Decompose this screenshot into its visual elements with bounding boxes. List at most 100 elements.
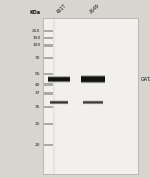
Bar bbox=[48, 76, 70, 78]
Text: 70: 70 bbox=[35, 56, 40, 60]
Bar bbox=[81, 79, 105, 81]
Bar bbox=[50, 103, 68, 104]
Bar bbox=[44, 144, 53, 146]
Bar bbox=[81, 77, 105, 78]
Bar bbox=[83, 100, 103, 101]
Bar bbox=[81, 82, 105, 84]
Bar bbox=[81, 79, 105, 80]
Bar bbox=[48, 81, 70, 82]
Bar bbox=[48, 78, 70, 79]
Bar bbox=[83, 104, 103, 105]
Bar bbox=[48, 76, 70, 77]
Bar bbox=[83, 102, 103, 103]
Bar bbox=[83, 103, 103, 104]
Text: 250: 250 bbox=[32, 29, 41, 33]
Bar bbox=[83, 103, 103, 104]
Bar bbox=[50, 104, 68, 105]
Bar bbox=[83, 104, 103, 105]
Bar bbox=[83, 102, 103, 103]
Text: 55: 55 bbox=[35, 72, 41, 76]
Bar bbox=[44, 106, 53, 108]
Bar bbox=[81, 77, 105, 79]
Bar bbox=[50, 102, 68, 103]
Bar bbox=[83, 100, 103, 101]
Bar bbox=[50, 100, 68, 101]
Bar bbox=[50, 103, 68, 104]
Bar bbox=[48, 78, 70, 80]
Bar bbox=[50, 102, 68, 103]
Bar bbox=[83, 101, 103, 102]
Bar bbox=[81, 82, 105, 84]
Bar bbox=[81, 81, 105, 83]
Text: 37: 37 bbox=[35, 91, 40, 95]
Bar bbox=[48, 81, 70, 82]
Bar bbox=[81, 80, 105, 82]
Bar bbox=[83, 100, 103, 101]
Bar bbox=[83, 100, 103, 101]
Bar bbox=[48, 77, 70, 78]
Bar bbox=[48, 78, 70, 79]
Bar bbox=[50, 102, 68, 103]
Bar bbox=[81, 76, 105, 78]
Bar bbox=[81, 80, 105, 82]
Bar bbox=[50, 102, 68, 103]
Bar bbox=[48, 77, 70, 78]
Bar bbox=[50, 102, 68, 103]
Bar bbox=[83, 103, 103, 104]
Bar bbox=[83, 102, 103, 103]
Bar bbox=[81, 75, 105, 77]
Bar bbox=[83, 103, 103, 104]
Bar bbox=[48, 78, 70, 79]
Bar bbox=[81, 79, 105, 81]
Text: A549: A549 bbox=[89, 2, 101, 14]
Bar bbox=[81, 78, 105, 79]
Bar bbox=[83, 100, 103, 101]
Bar bbox=[48, 78, 70, 80]
Bar bbox=[50, 101, 68, 102]
Bar bbox=[50, 101, 68, 102]
Bar bbox=[50, 102, 68, 103]
Bar bbox=[50, 104, 68, 105]
Bar bbox=[81, 78, 105, 80]
Bar bbox=[81, 77, 105, 78]
Bar bbox=[81, 79, 105, 80]
Text: 150: 150 bbox=[32, 36, 41, 40]
Bar bbox=[81, 75, 105, 76]
Bar bbox=[48, 79, 70, 81]
Bar bbox=[83, 104, 103, 105]
Text: 491T: 491T bbox=[56, 2, 67, 14]
Bar bbox=[83, 100, 103, 101]
Bar bbox=[81, 79, 105, 80]
Bar bbox=[83, 103, 103, 104]
Bar bbox=[83, 102, 103, 103]
Bar bbox=[48, 80, 70, 81]
Bar bbox=[81, 75, 105, 77]
Bar bbox=[48, 76, 70, 77]
Bar bbox=[81, 75, 105, 76]
Bar bbox=[43, 18, 138, 174]
Bar bbox=[83, 102, 103, 103]
Bar bbox=[50, 100, 68, 101]
Bar bbox=[83, 102, 103, 103]
Text: KDa: KDa bbox=[29, 10, 40, 15]
Bar bbox=[48, 76, 70, 77]
Bar bbox=[50, 100, 68, 101]
Bar bbox=[48, 81, 70, 82]
Text: 25: 25 bbox=[35, 122, 41, 126]
Bar bbox=[83, 103, 103, 104]
Bar bbox=[48, 75, 70, 77]
Bar bbox=[50, 100, 68, 101]
Bar bbox=[50, 104, 68, 105]
Bar bbox=[48, 82, 70, 83]
Bar bbox=[48, 77, 70, 79]
Bar bbox=[83, 102, 103, 103]
Bar bbox=[83, 101, 103, 102]
Bar bbox=[81, 80, 105, 81]
Bar bbox=[81, 82, 105, 83]
Bar bbox=[44, 30, 53, 32]
Bar bbox=[48, 75, 70, 77]
Bar bbox=[50, 101, 68, 102]
Bar bbox=[83, 103, 103, 104]
Bar bbox=[81, 77, 105, 78]
Bar bbox=[48, 81, 70, 83]
